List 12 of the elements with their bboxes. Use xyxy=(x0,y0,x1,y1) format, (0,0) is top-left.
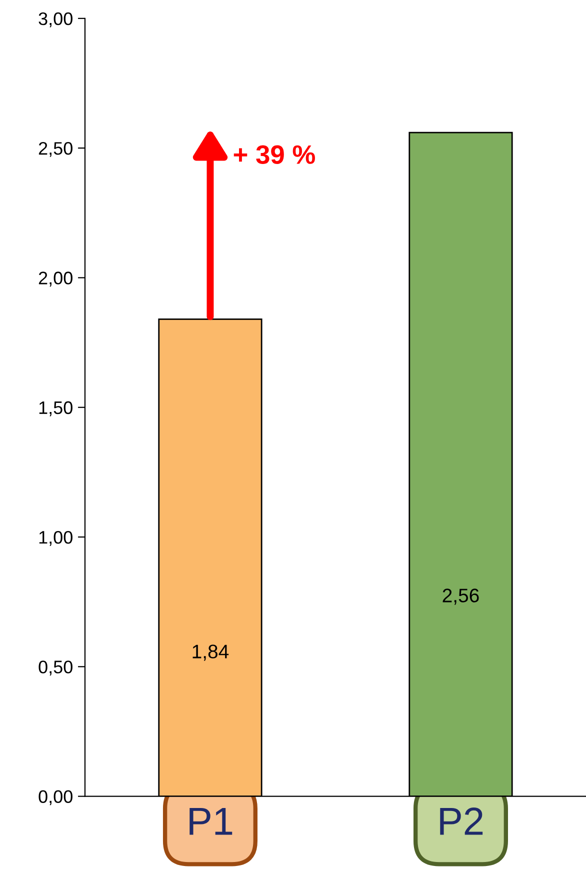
y-tick-label: 2,00 xyxy=(38,272,72,287)
y-tick-label: 0,50 xyxy=(38,660,72,676)
y-tick-label: 0,00 xyxy=(38,790,72,806)
x-tick-label: P1 xyxy=(190,808,232,835)
data-label: 2,56 xyxy=(442,588,479,605)
y-tick-label: 1,50 xyxy=(39,401,72,416)
x-tick-label: P2 xyxy=(440,808,483,835)
annotation: + 39 % xyxy=(234,145,315,164)
data-label: 1,84 xyxy=(192,644,229,661)
y-tick-label: 1,00 xyxy=(39,530,72,546)
y-tick-label: 3,00 xyxy=(38,12,72,28)
y-tick-label: 2,50 xyxy=(38,142,72,157)
